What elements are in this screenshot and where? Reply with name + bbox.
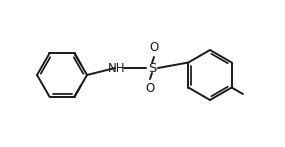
- Text: S: S: [148, 61, 156, 75]
- Text: O: O: [149, 41, 159, 54]
- Text: O: O: [145, 82, 155, 95]
- Text: NH: NH: [108, 61, 126, 75]
